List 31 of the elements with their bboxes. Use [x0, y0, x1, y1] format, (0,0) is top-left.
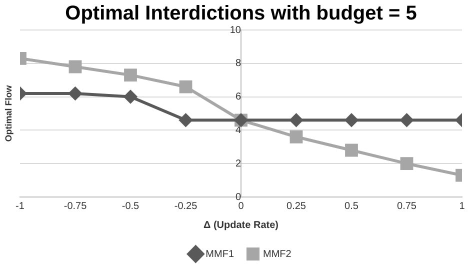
point — [179, 80, 192, 94]
point — [124, 68, 137, 82]
x-tick-label: -0.75 — [64, 200, 88, 212]
legend-label: MMF1 — [206, 248, 234, 260]
y-tick-label: 6 — [235, 92, 242, 103]
x-tick-label: 1 — [459, 200, 466, 212]
x-tick-label: 0.75 — [397, 200, 417, 212]
y-tick-label: 4 — [235, 124, 242, 136]
y-tick-label: 2 — [235, 158, 242, 170]
point — [68, 86, 82, 100]
y-tick-label: 0 — [235, 192, 242, 203]
y-tick-label: 8 — [235, 58, 242, 70]
point — [179, 114, 192, 127]
point — [400, 157, 414, 170]
legend-label: MMF2 — [263, 248, 292, 260]
x-axis-title: Δ (Update Rate) — [204, 220, 278, 231]
point — [124, 90, 137, 104]
x-tick-label: 0.5 — [344, 200, 359, 212]
chart-title: Optimal Interdictions with budget = 5 — [65, 2, 417, 25]
x-tick-label: -1 — [16, 200, 25, 212]
point — [345, 114, 358, 127]
x-tick-label: -0.25 — [174, 200, 198, 212]
y-tick-label: 10 — [230, 24, 242, 36]
x-tick-label: 0.25 — [286, 200, 306, 212]
point — [290, 130, 303, 144]
point — [68, 60, 82, 74]
point — [290, 114, 303, 127]
point — [345, 144, 358, 157]
y-axis-title: Optimal Flow — [3, 84, 14, 142]
x-tick-label: -0.5 — [122, 200, 140, 212]
point — [400, 114, 414, 127]
